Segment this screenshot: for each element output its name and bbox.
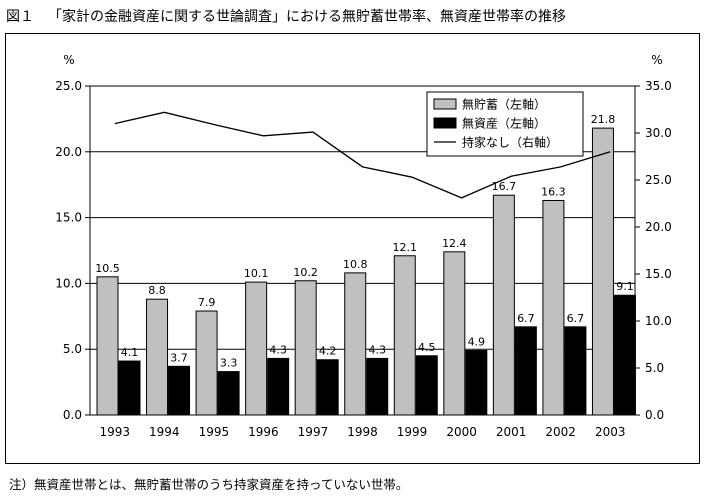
data-label-no-savings: 10.1 [244, 267, 269, 280]
legend-label-no-savings: 無貯蓄（左軸） [462, 97, 546, 112]
chart: 0.0 5.0 10.0 15.0 20.0 25.0 0.0 5.0 10.0 15.0 20.0… [55, 53, 672, 439]
y-left-tick-label: 0.0 [63, 408, 82, 422]
y-left-tick-label: 25.0 [55, 79, 82, 93]
bar-no-savings [294, 280, 317, 416]
x-tick-label: 2002 [545, 425, 576, 439]
y-left-tick-label: 20.0 [55, 145, 82, 159]
x-tick-label: 2003 [595, 425, 626, 439]
data-label-no-assets: 4.5 [418, 341, 436, 354]
y-left-tick-label: 5.0 [63, 342, 82, 356]
bar-no-assets [564, 326, 587, 416]
y-right-tick-label: 25.0 [645, 173, 672, 187]
y-right-tick-label: 15.0 [645, 267, 672, 281]
data-label-no-savings: 10.5 [95, 262, 120, 275]
y-left-tick-label: 10.0 [55, 276, 82, 290]
bar-no-assets [613, 294, 636, 416]
y-right-tick-label: 5.0 [645, 361, 664, 375]
data-label-no-savings: 10.8 [343, 258, 368, 271]
x-tick-label: 2000 [446, 425, 477, 439]
bar-no-assets [168, 365, 191, 416]
y-left-axis-label: % [63, 53, 74, 67]
data-label-no-savings: 21.8 [591, 113, 616, 126]
bar-no-savings [344, 272, 367, 416]
bar-no-assets [267, 357, 290, 416]
legend-label-no-own-home: 持家なし（右軸） [462, 135, 558, 150]
bar-no-savings [245, 281, 268, 416]
data-label-no-assets: 4.3 [269, 343, 287, 356]
data-label-no-assets: 6.7 [517, 312, 535, 325]
bar-no-assets [514, 326, 537, 416]
x-tick-label: 1997 [298, 425, 329, 439]
bar-no-savings [393, 255, 416, 416]
x-tick-label: 1998 [347, 425, 378, 439]
figure-title: 図１ 「家計の金融資産に関する世論調査」における無貯蓄世帯率、無資産世帯率の推移 [6, 6, 566, 26]
data-label-no-assets: 4.2 [319, 345, 337, 358]
data-label-no-savings: 10.2 [293, 266, 318, 279]
y-left-tick-label: 15.0 [55, 211, 82, 225]
bar-no-savings [492, 194, 515, 416]
bar-no-assets [415, 355, 438, 416]
bar-no-assets [217, 371, 240, 416]
data-label-no-assets: 6.7 [567, 312, 585, 325]
legend-swatch-no-savings [433, 98, 457, 110]
bar-no-savings [443, 251, 466, 416]
figure-number: 図１ [6, 9, 34, 25]
bar-no-assets [366, 357, 389, 416]
plot-border [89, 85, 636, 416]
bar-no-assets [118, 360, 141, 416]
line-no-own-home [114, 111, 611, 199]
data-label-no-savings: 16.3 [541, 185, 566, 198]
footnote: 注）無資産世帯とは、無貯蓄世帯のうち持家資産を持っていない世帯。 [9, 477, 409, 492]
bar-no-savings [195, 310, 218, 416]
data-label-no-assets: 4.9 [468, 336, 486, 349]
bar-no-savings [542, 199, 565, 416]
x-tick-label: 1994 [149, 425, 180, 439]
data-label-no-assets: 4.1 [121, 346, 139, 359]
legend-label-no-assets: 無資産（左軸） [462, 116, 546, 131]
y-right-tick-label: 0.0 [645, 408, 664, 422]
chart-frame: 0.0 5.0 10.0 15.0 20.0 25.0 0.0 5.0 10.0 15.0 20.0… [5, 33, 700, 464]
data-label-no-assets: 3.3 [220, 357, 238, 370]
y-right-axis-label: % [651, 53, 662, 67]
bar-no-assets [465, 350, 488, 416]
x-tick-label: 2001 [496, 425, 527, 439]
figure-title-text: 「家計の金融資産に関する世論調査」における無貯蓄世帯率、無資産世帯率の推移 [48, 9, 566, 25]
x-tick-label: 1995 [199, 425, 230, 439]
data-label-no-savings: 12.1 [393, 241, 418, 254]
x-tick-label: 1996 [248, 425, 279, 439]
x-tick-label: 1999 [397, 425, 428, 439]
bar-no-savings [96, 276, 119, 416]
y-right-tick-label: 20.0 [645, 220, 672, 234]
bar-no-assets [316, 359, 339, 416]
data-label-no-savings: 12.4 [442, 237, 467, 250]
data-label-no-savings: 16.7 [492, 180, 517, 193]
data-label-no-savings: 8.8 [148, 284, 166, 297]
bar-no-savings [146, 298, 169, 416]
y-right-tick-label: 35.0 [645, 79, 672, 93]
data-label-no-assets: 3.7 [170, 351, 188, 364]
data-label-no-assets: 9.1 [616, 280, 634, 293]
x-tick-label: 1993 [99, 425, 130, 439]
data-label-no-assets: 4.3 [368, 343, 386, 356]
bar-no-savings [591, 127, 614, 416]
y-right-tick-label: 30.0 [645, 126, 672, 140]
legend-swatch-no-assets [433, 117, 457, 129]
data-label-no-savings: 7.9 [198, 296, 216, 309]
y-right-tick-label: 10.0 [645, 314, 672, 328]
